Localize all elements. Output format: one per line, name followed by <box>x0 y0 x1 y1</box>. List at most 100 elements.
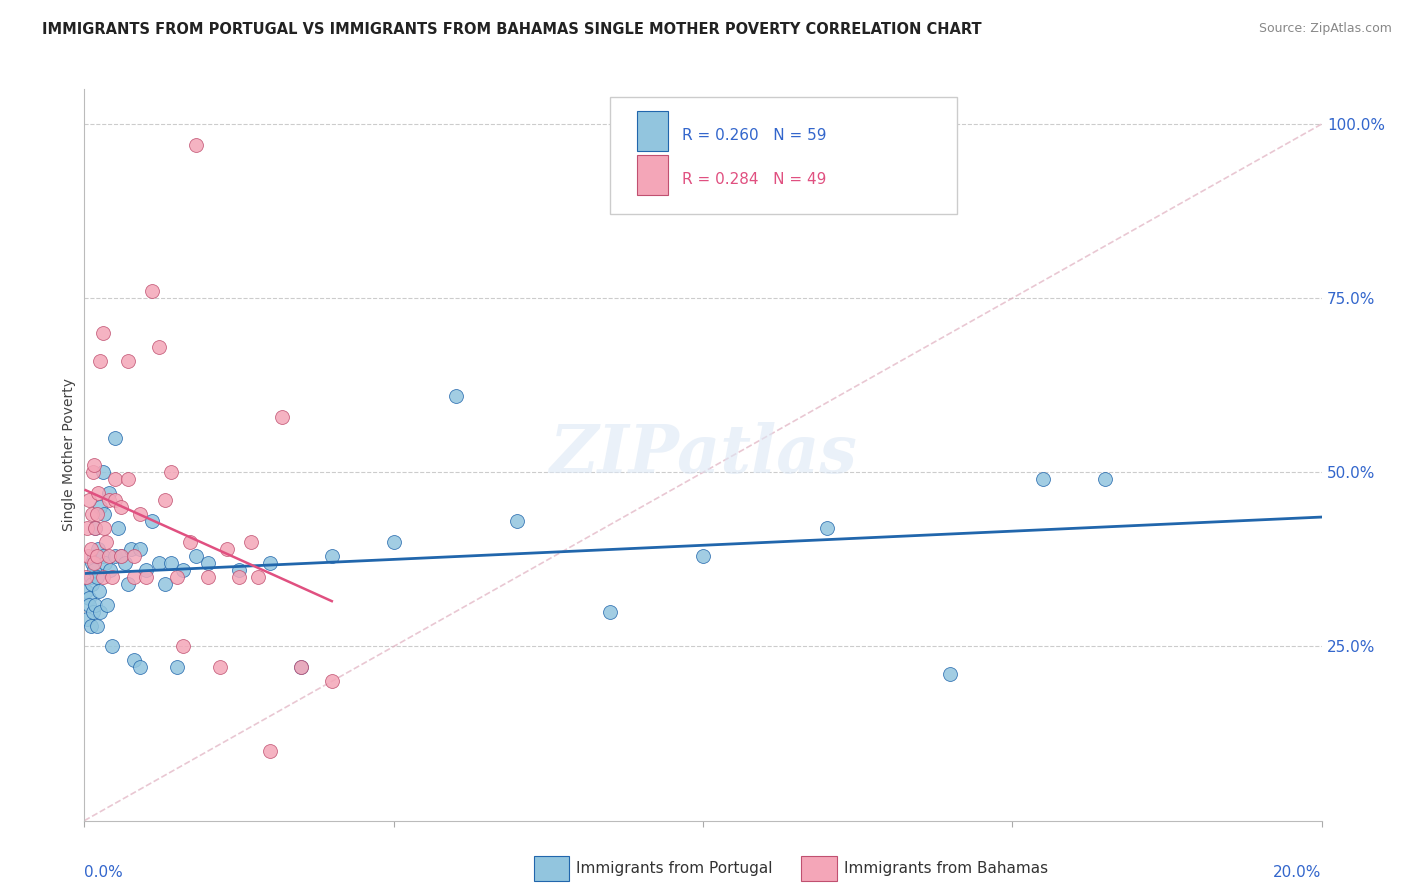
Point <box>83 556 105 570</box>
Point <box>117 472 139 486</box>
Point <box>153 493 176 508</box>
Point <box>104 549 127 563</box>
Point <box>197 556 219 570</box>
Text: 0.0%: 0.0% <box>84 864 124 880</box>
Point <box>79 570 101 584</box>
Point <box>382 535 405 549</box>
Point <box>122 653 145 667</box>
Point <box>77 591 100 605</box>
Point <box>76 521 98 535</box>
Point <box>84 521 107 535</box>
Point <box>104 430 127 444</box>
Point <box>815 521 838 535</box>
Point <box>259 744 281 758</box>
Point <box>129 507 152 521</box>
Point <box>79 541 101 556</box>
Point <box>83 549 105 563</box>
Point <box>444 389 467 403</box>
Point <box>93 521 115 535</box>
Point <box>184 137 207 152</box>
Point <box>290 660 312 674</box>
Point <box>94 556 117 570</box>
Point <box>75 570 97 584</box>
Point <box>79 598 101 612</box>
Point <box>110 549 132 563</box>
Point <box>1032 472 1054 486</box>
Point <box>82 556 104 570</box>
Point <box>246 570 269 584</box>
Point <box>86 570 108 584</box>
Point <box>83 458 105 473</box>
Point <box>692 549 714 563</box>
Point <box>172 563 194 577</box>
Point <box>148 340 170 354</box>
Point <box>98 563 121 577</box>
Point <box>107 521 129 535</box>
Point <box>122 570 145 584</box>
Point <box>209 660 232 674</box>
Point <box>84 521 107 535</box>
Point <box>79 493 101 508</box>
Point <box>117 354 139 368</box>
Point <box>86 507 108 521</box>
Point <box>271 409 294 424</box>
Point <box>290 660 312 674</box>
Point <box>93 507 115 521</box>
Point <box>166 570 188 584</box>
Point <box>228 570 250 584</box>
Point <box>160 466 183 480</box>
Point <box>87 541 110 556</box>
Point <box>153 576 176 591</box>
Text: Source: ZipAtlas.com: Source: ZipAtlas.com <box>1258 22 1392 36</box>
Point <box>98 549 121 563</box>
Point <box>110 500 132 515</box>
Point <box>122 549 145 563</box>
Point <box>166 660 188 674</box>
Point <box>141 284 163 298</box>
Point <box>135 570 157 584</box>
Point <box>89 354 111 368</box>
Point <box>87 486 110 500</box>
Point <box>83 598 105 612</box>
Point <box>96 598 118 612</box>
Point <box>87 583 110 598</box>
Point <box>599 605 621 619</box>
Point <box>104 493 127 508</box>
Point <box>91 326 114 340</box>
Point <box>89 605 111 619</box>
Point <box>101 640 124 654</box>
Text: Immigrants from Bahamas: Immigrants from Bahamas <box>844 862 1047 876</box>
Point <box>101 570 124 584</box>
Point <box>86 618 108 632</box>
Point <box>135 563 157 577</box>
Bar <box>637 112 668 152</box>
Point <box>83 563 105 577</box>
Text: ZIPatlas: ZIPatlas <box>550 423 856 487</box>
Point <box>197 570 219 584</box>
Point <box>98 486 121 500</box>
Point <box>240 535 263 549</box>
Point <box>89 500 111 515</box>
Point <box>82 605 104 619</box>
Point <box>939 667 962 681</box>
Point <box>75 583 97 598</box>
Point <box>129 541 152 556</box>
Point <box>179 535 201 549</box>
Point <box>141 514 163 528</box>
Point <box>321 674 343 689</box>
Point <box>160 556 183 570</box>
Point <box>86 549 108 563</box>
Point <box>80 576 103 591</box>
Point <box>98 493 121 508</box>
Text: R = 0.284   N = 49: R = 0.284 N = 49 <box>682 171 827 186</box>
Point <box>104 472 127 486</box>
Point <box>506 514 529 528</box>
Point <box>148 556 170 570</box>
Point <box>77 549 100 563</box>
Point <box>80 507 103 521</box>
Point <box>184 549 207 563</box>
Point <box>321 549 343 563</box>
Text: Immigrants from Portugal: Immigrants from Portugal <box>576 862 773 876</box>
Point <box>114 556 136 570</box>
Point <box>129 660 152 674</box>
